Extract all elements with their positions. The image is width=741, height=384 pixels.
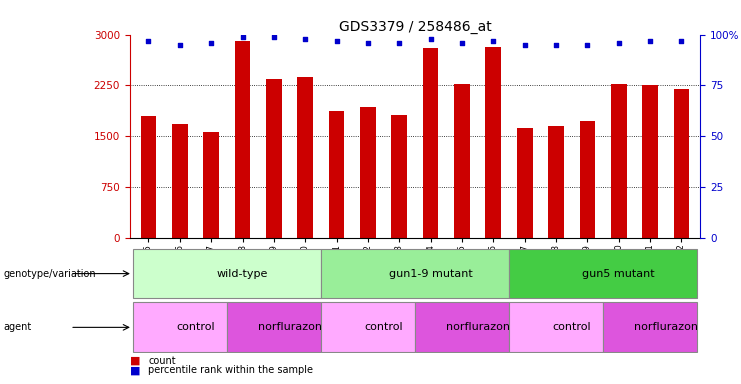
Point [330,38,342,44]
Point [582,42,594,48]
Point [676,38,688,44]
Title: GDS3379 / 258486_at: GDS3379 / 258486_at [339,20,491,33]
Bar [485,47,501,238]
Bar [172,124,187,238]
Bar [266,79,282,238]
Bar [509,303,603,352]
Bar [509,249,697,298]
Bar [611,84,627,238]
Bar [548,126,564,238]
Point [205,40,217,46]
Point [268,33,280,40]
Bar [133,249,321,298]
Bar [297,77,313,238]
Bar [133,303,227,352]
Point [299,36,311,42]
Point [613,40,625,46]
Point [488,38,499,44]
Text: agent: agent [4,322,32,333]
Bar [423,48,439,238]
Text: ■: ■ [130,365,140,375]
Text: genotype/variation: genotype/variation [4,268,96,279]
Point [174,42,186,48]
Point [142,38,154,44]
Bar [674,89,689,238]
Bar [391,114,407,238]
Point [456,40,468,46]
Text: norflurazon: norflurazon [258,322,322,333]
Bar [141,116,156,238]
Bar [516,127,533,238]
Point [550,42,562,48]
Text: count: count [148,356,176,366]
Text: wild-type: wild-type [217,268,268,279]
Text: control: control [176,322,215,333]
Point [393,40,405,46]
Point [644,38,656,44]
Point [425,36,436,42]
Bar [360,107,376,238]
Text: percentile rank within the sample: percentile rank within the sample [148,365,313,375]
Text: norflurazon: norflurazon [634,322,698,333]
Text: gun5 mutant: gun5 mutant [582,268,655,279]
Point [362,40,374,46]
Bar [642,86,658,238]
Text: ■: ■ [130,356,140,366]
Bar [579,121,595,238]
Point [519,42,531,48]
Bar [603,303,697,352]
Bar [227,303,321,352]
Bar [203,132,219,238]
Text: gun1-9 mutant: gun1-9 mutant [389,268,473,279]
Text: control: control [552,322,591,333]
Point [236,33,248,40]
Bar [454,84,470,238]
Bar [321,303,415,352]
Bar [329,111,345,238]
Text: norflurazon: norflurazon [445,322,510,333]
Bar [321,249,509,298]
Text: control: control [365,322,403,333]
Bar [415,303,509,352]
Bar [235,41,250,238]
